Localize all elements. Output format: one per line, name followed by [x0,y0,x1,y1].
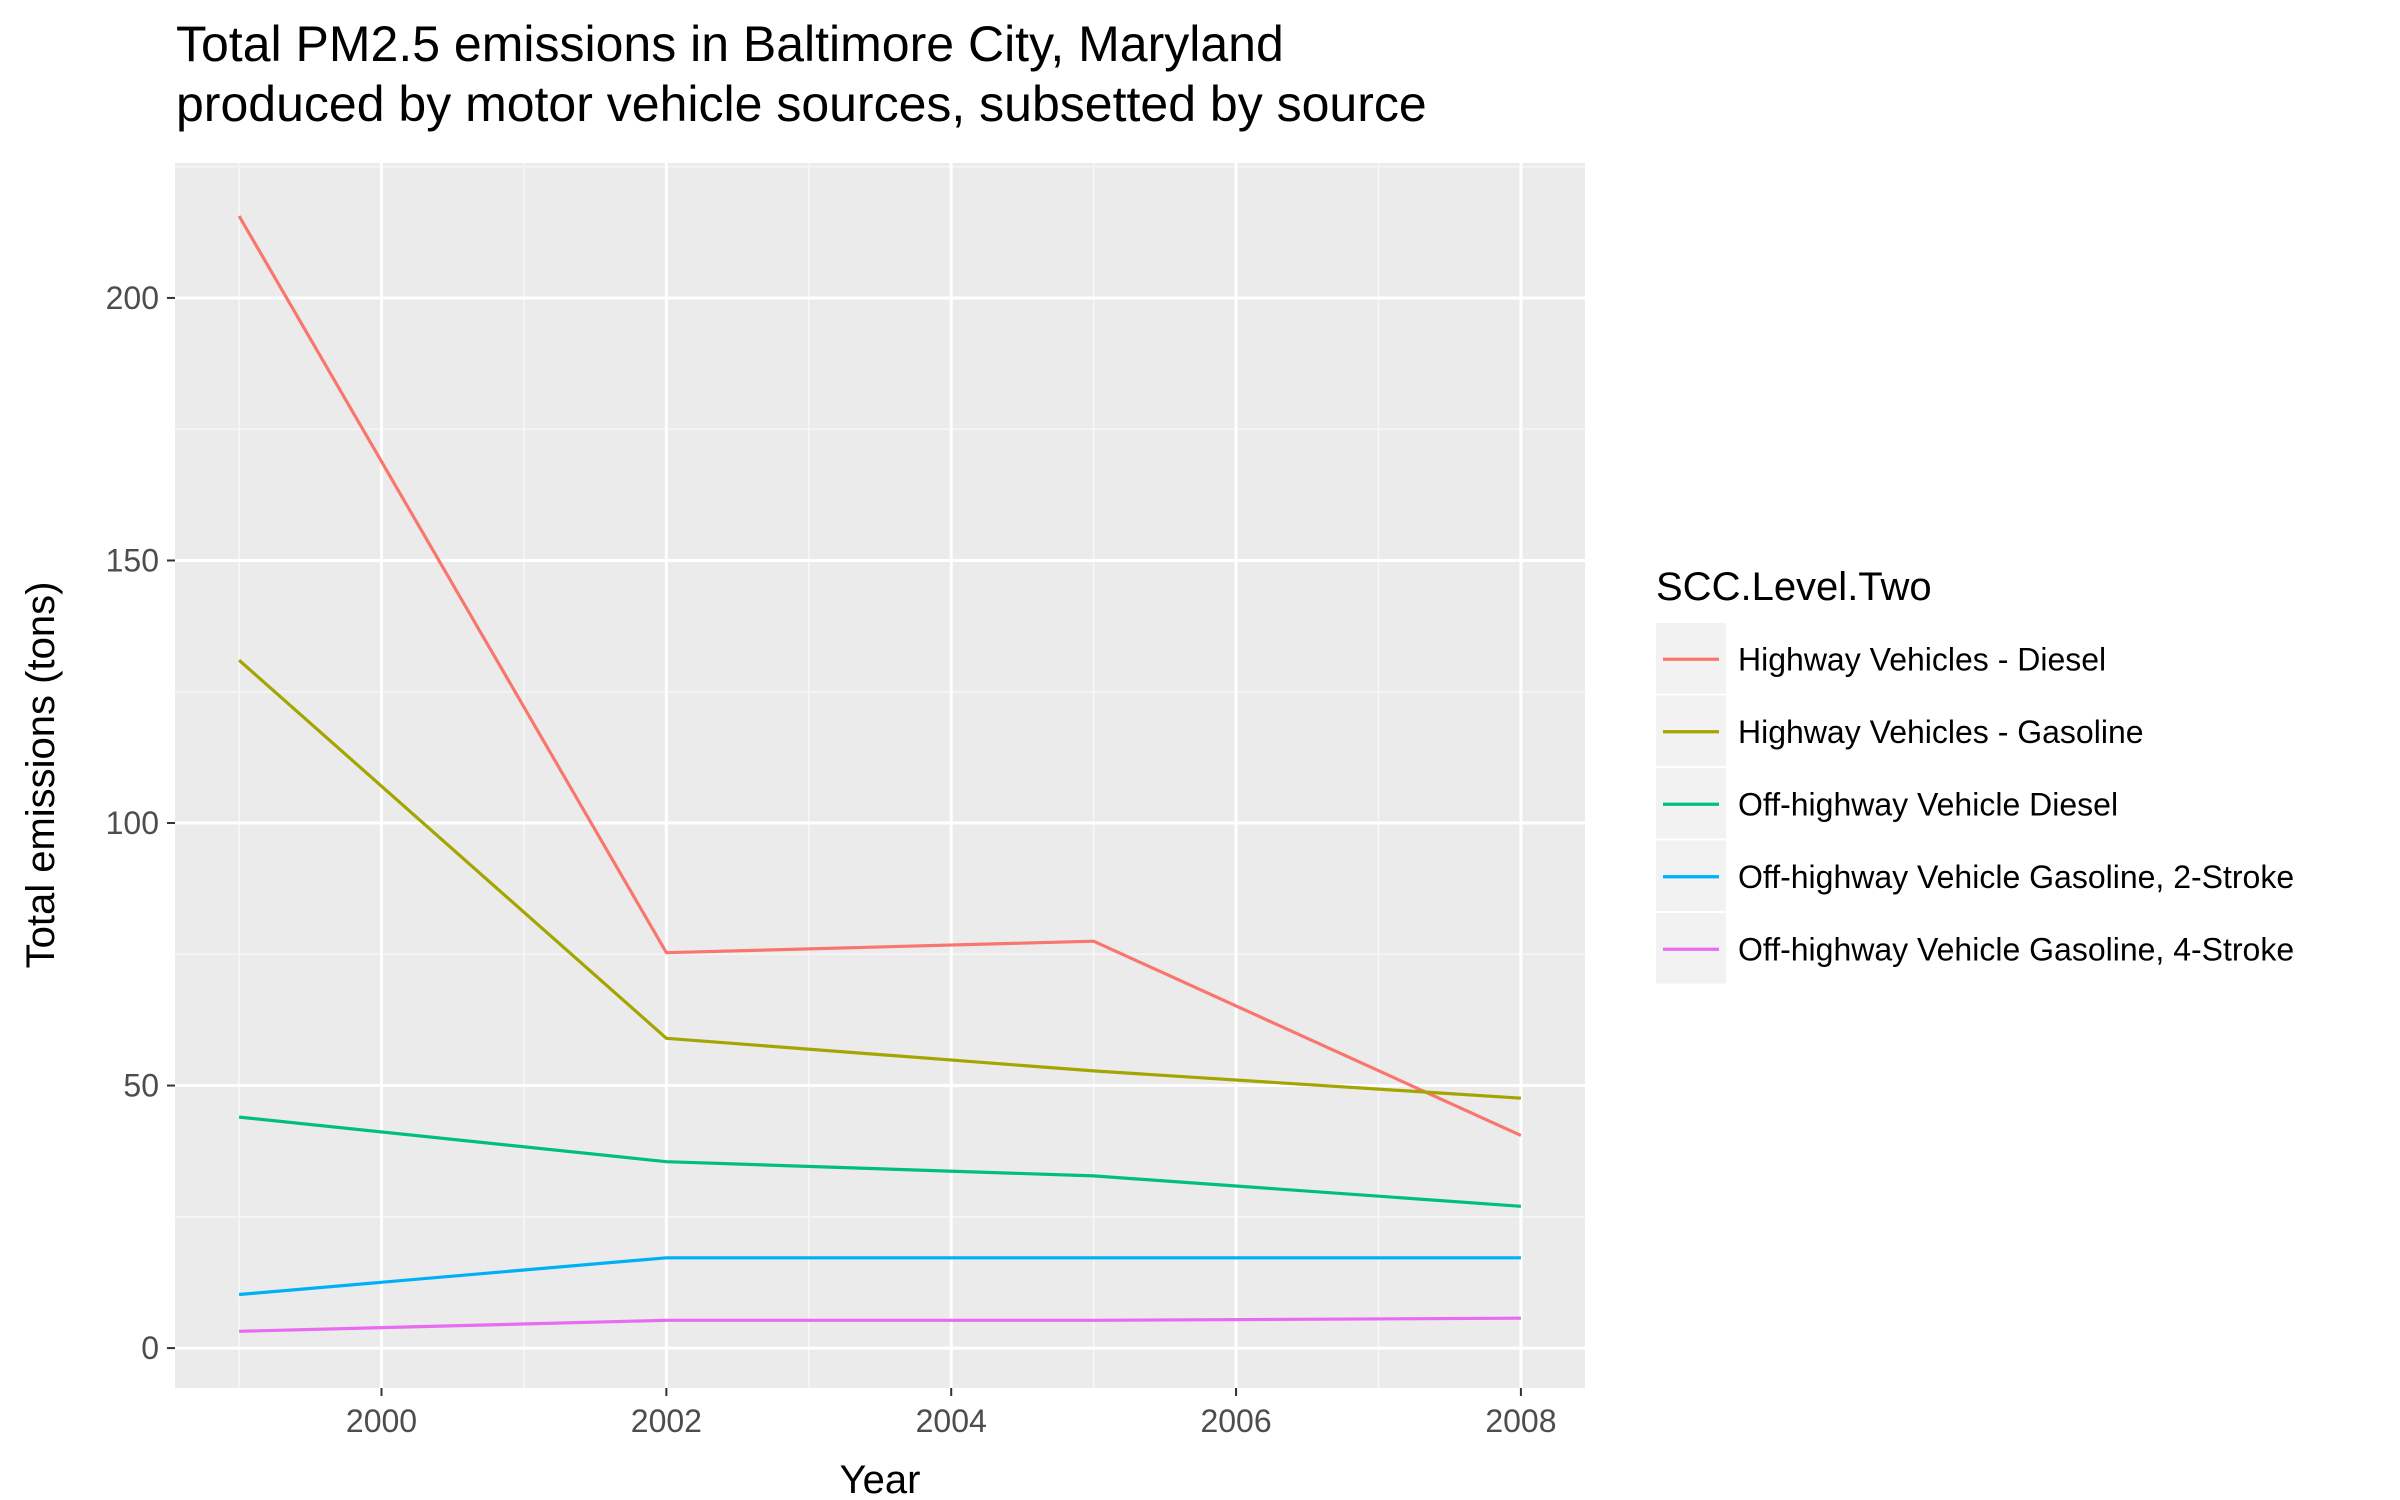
y-axis: 0 50 100 150 200 [106,280,175,1366]
series-line-2 [238,659,1522,1100]
minor-gridlines [175,163,1585,1388]
chart-title: Total PM2.5 emissions in Baltimore City,… [176,14,1427,134]
legend-title: SCC.Level.Two [1656,565,1932,609]
y-tick-label: 100 [106,805,159,841]
series-line-4 [238,1256,1521,1297]
legend-items: Highway Vehicles - Diesel Highway Vehicle… [1656,623,2294,984]
legend-label: Highway Vehicles - Diesel [1738,641,2106,677]
x-tick-label: 2004 [916,1403,987,1439]
legend-label: Off-highway Vehicle Diesel [1738,786,2118,822]
series-line-1 [237,215,1522,1137]
legend-label: Off-highway Vehicle Gasoline, 2-Stroke [1738,859,2294,895]
legend-label: Highway Vehicles - Gasoline [1738,714,2144,750]
y-tick-label: 50 [123,1068,159,1104]
legend-item: Off-highway Vehicle Gasoline, 4-Stroke [1656,913,2294,984]
legend: SCC.Level.Two Highway Vehicles - DieselH… [1656,565,2294,984]
y-tick-label: 200 [106,280,159,316]
y-tick-label: 0 [141,1330,159,1366]
chart-title-line-2: produced by motor vehicle sources, subse… [176,76,1427,132]
y-axis-title: Total emissions (tons) [19,582,63,969]
legend-item: Highway Vehicles - Diesel [1656,623,2106,694]
x-tick-label: 2006 [1200,1403,1271,1439]
y-tick-label: 150 [106,542,159,578]
series-lines [237,215,1522,1333]
x-tick-label: 2002 [631,1403,702,1439]
series-line-3 [238,1115,1522,1208]
series-line-5 [239,1316,1521,1333]
plot-panel [175,163,1585,1388]
x-tick-label: 2008 [1485,1403,1556,1439]
legend-item: Highway Vehicles - Gasoline [1656,695,2144,766]
x-axis-title: Year [840,1458,921,1500]
major-gridlines [175,163,1585,1388]
x-tick-label: 2000 [346,1403,417,1439]
x-axis: 2000 2002 2004 2006 2008 [346,1388,1557,1439]
legend-item: Off-highway Vehicle Gasoline, 2-Stroke [1656,840,2294,911]
legend-label: Off-highway Vehicle Gasoline, 4-Stroke [1738,931,2294,967]
legend-item: Off-highway Vehicle Diesel [1656,768,2118,839]
chart-title-line-1: Total PM2.5 emissions in Baltimore City,… [176,16,1284,72]
